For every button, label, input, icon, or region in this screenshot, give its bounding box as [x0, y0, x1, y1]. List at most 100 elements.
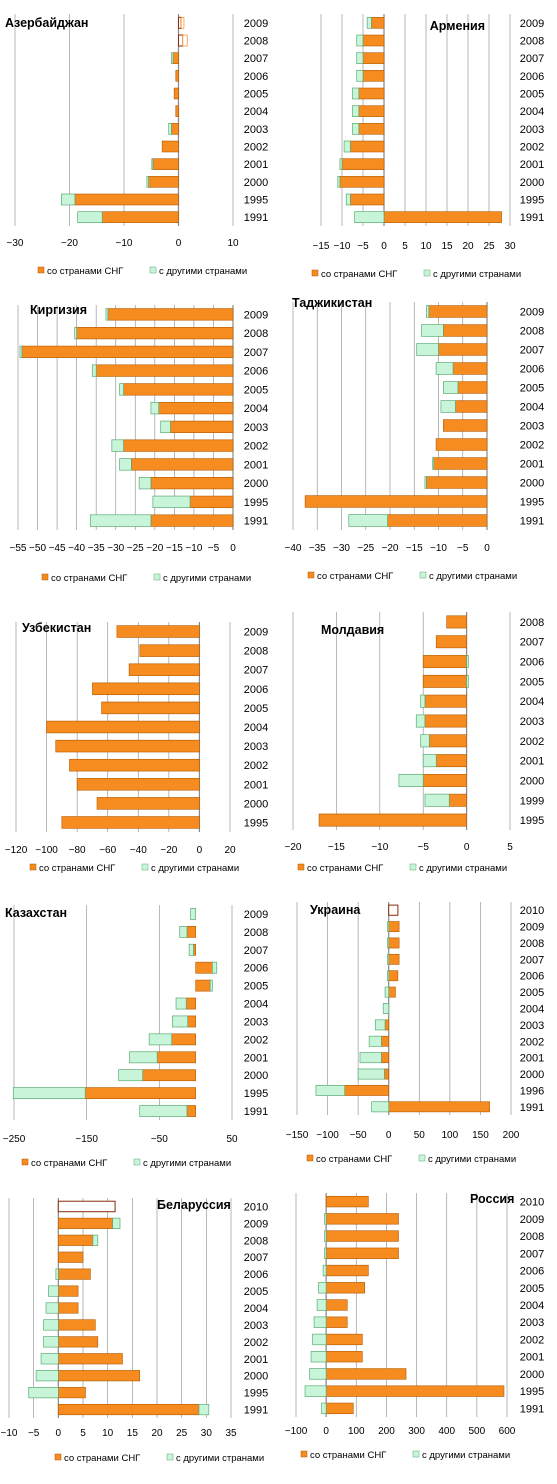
legend-swatch-cis — [297, 863, 305, 871]
chart-title: Армения — [430, 19, 485, 33]
tick-label: 200 — [378, 1426, 395, 1437]
legend-swatch-cis — [54, 1453, 62, 1461]
bar-cis — [58, 1251, 84, 1263]
bar-cis — [358, 123, 385, 135]
bar-other — [345, 193, 351, 206]
year-label: 2001 — [244, 159, 268, 171]
bar-other — [324, 1247, 327, 1259]
bar-cis — [433, 457, 488, 470]
bar-cis — [61, 816, 200, 829]
year-label: 2001 — [520, 459, 544, 471]
bar-cis — [383, 211, 502, 223]
year-label: 1991 — [520, 212, 544, 224]
bar-other — [398, 773, 424, 787]
tick-label: −15 — [406, 543, 423, 554]
bar-cis — [101, 701, 200, 715]
tick-label: 50 — [226, 1134, 238, 1145]
year-label: 2000 — [520, 478, 544, 490]
year-label: 1995 — [244, 1388, 268, 1400]
bar-cis — [171, 1033, 196, 1046]
bar-cis — [175, 105, 179, 117]
bar-cis — [358, 105, 385, 117]
tick-label: 300 — [408, 1426, 425, 1437]
tick-label: 0 — [386, 1130, 392, 1141]
year-label: 2004 — [244, 722, 268, 734]
bar-cis — [350, 193, 385, 206]
year-label: 2008 — [520, 938, 544, 950]
legend-swatch-cis — [307, 571, 315, 579]
year-label: 2008 — [520, 1231, 544, 1243]
year-label: 1991 — [244, 1106, 268, 1118]
bar-cis — [424, 694, 467, 708]
bar-other — [422, 754, 437, 768]
tick-label: −5 — [28, 1428, 40, 1439]
bar-other — [89, 514, 152, 527]
tick-label: −100 — [285, 1426, 308, 1437]
legend-label-cis: со странами СНГ — [51, 573, 127, 584]
bar-other — [368, 1035, 382, 1047]
tick-label: −5 — [457, 543, 469, 554]
year-label: 2009 — [520, 307, 544, 319]
bar-other — [312, 1333, 327, 1346]
year-label: 2005 — [244, 981, 268, 993]
bar-cis — [325, 1195, 369, 1208]
year-label: 2006 — [244, 1269, 268, 1281]
year-label: 2004 — [520, 1004, 544, 1016]
bar-other — [48, 1285, 59, 1297]
year-label: 2005 — [520, 1283, 544, 1295]
legend-label-other: с другими странами — [428, 1154, 516, 1165]
legend-label-cis: со странами СНГ — [317, 571, 393, 582]
bar-other — [138, 476, 152, 490]
tick-label: −20 — [285, 842, 302, 853]
year-label: 2006 — [244, 71, 268, 83]
tick-label: −80 — [69, 845, 86, 856]
tick-label: −30 — [107, 543, 124, 554]
bar-cis — [388, 970, 399, 982]
legend-swatch-cis — [311, 269, 319, 277]
year-label: 2006 — [244, 963, 268, 975]
legend: со странами СНГ с другими странами — [306, 1154, 516, 1165]
legend-swatch-cis — [29, 863, 37, 871]
bar-other — [160, 420, 171, 434]
year-label: 2003 — [520, 421, 544, 433]
bar-cis — [384, 1068, 390, 1080]
bar-cis — [84, 1087, 196, 1099]
bar-cis — [76, 327, 234, 340]
legend-label-other: с другими странами — [419, 863, 507, 874]
bar-cis — [139, 644, 200, 657]
tick-label: 50 — [414, 1130, 426, 1141]
bar-cis — [107, 308, 234, 321]
bar-cis — [325, 1299, 348, 1311]
bar-cis — [101, 211, 179, 223]
chart-title: Азербайджан — [5, 16, 88, 30]
legend: со странами СНГ с другими странами — [307, 571, 517, 582]
bar-other — [424, 476, 427, 489]
year-label: 2005 — [520, 89, 544, 101]
bar-other — [151, 158, 154, 170]
bar-cis — [142, 1069, 196, 1082]
bar-other — [304, 1385, 327, 1397]
bar-cis — [150, 477, 234, 490]
year-label: 1991 — [520, 516, 544, 528]
tick-label: −10 — [185, 543, 202, 554]
tick-label: −250 — [3, 1134, 26, 1145]
year-label: 2007 — [244, 1252, 268, 1264]
legend-swatch-cis — [37, 266, 45, 274]
year-label: 2003 — [520, 1020, 544, 1032]
bar-other — [19, 345, 23, 359]
bar-other — [324, 1230, 327, 1242]
year-label: 2009 — [244, 309, 268, 321]
bar-cis — [388, 904, 399, 916]
tick-label: 0 — [381, 241, 387, 252]
year-label: 2008 — [244, 328, 268, 340]
year-label: 2006 — [520, 971, 544, 983]
bar-cis — [325, 1247, 399, 1259]
bar-cis — [388, 986, 396, 998]
chart-title: Киргизия — [30, 303, 87, 317]
bar-other — [119, 383, 124, 396]
bar-other — [316, 1299, 327, 1311]
bar-other — [172, 1015, 189, 1028]
bar-cis — [123, 383, 234, 396]
tick-label: −55 — [10, 543, 27, 554]
year-label: 2005 — [244, 384, 268, 396]
